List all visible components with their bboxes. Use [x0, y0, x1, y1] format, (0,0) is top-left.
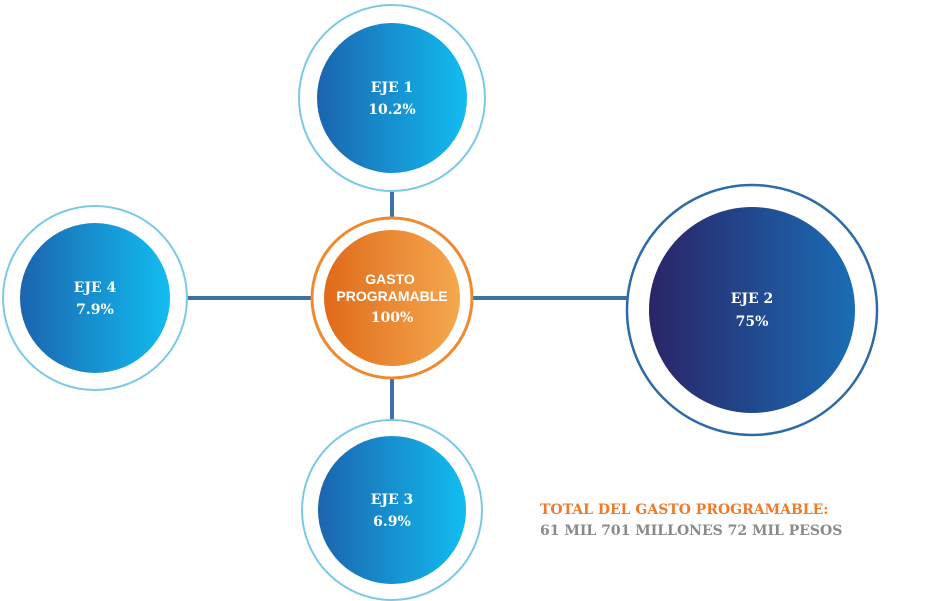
node-fill — [317, 23, 467, 173]
node-label: GASTO PROGRAMABLE — [336, 271, 447, 304]
node-fill — [20, 223, 170, 373]
node-label: EJE 3 — [371, 492, 414, 508]
node-fill — [324, 230, 460, 366]
node-label-line: GASTO — [365, 271, 415, 287]
node-value: 6.9% — [373, 514, 411, 530]
node-label: EJE 4 — [74, 280, 117, 296]
node-eje4: EJE 4 7.9% — [2, 205, 188, 391]
node-value: 10.2% — [368, 102, 415, 118]
node-value: 7.9% — [76, 302, 114, 318]
node-eje1: EJE 1 10.2% — [298, 4, 486, 192]
footer-title: TOTAL DEL GASTO PROGRAMABLE: — [540, 502, 828, 518]
node-label-line: PROGRAMABLE — [336, 288, 447, 304]
node-value: 75% — [736, 314, 769, 330]
node-eje3: EJE 3 6.9% — [301, 419, 483, 601]
node-label: EJE 1 — [371, 80, 414, 96]
node-fill — [649, 207, 855, 413]
node-value: 100% — [371, 310, 414, 326]
node-label: EJE 2 — [731, 291, 774, 307]
node-fill — [318, 436, 466, 584]
node-eje2: EJE 2 75% — [625, 183, 879, 437]
footer-amount: 61 MIL 701 MILLONES 72 MIL PESOS — [540, 523, 842, 539]
node-center: GASTO PROGRAMABLE 100% — [310, 216, 474, 380]
